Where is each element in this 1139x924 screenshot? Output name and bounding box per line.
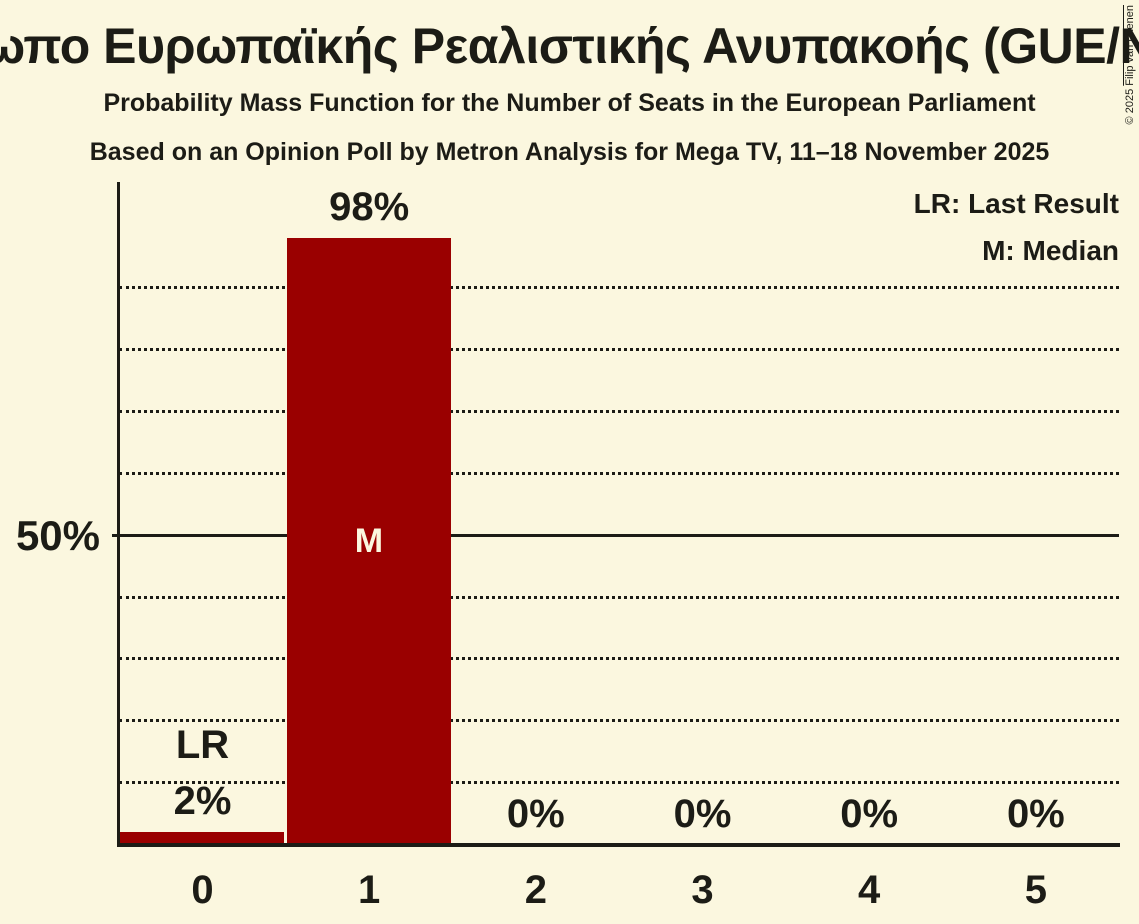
x-tick-label-5: 5: [1024, 868, 1047, 912]
gridline-60pct: [119, 471, 1119, 475]
median-marker: M: [354, 522, 384, 561]
y-tick-label-50: 50%: [15, 512, 100, 559]
chart-title: Μέτωπο Ευρωπαϊκής Ρεαλιστικής Ανυπακοής …: [0, 18, 1139, 74]
value-label-seat-1: 98%: [329, 185, 410, 230]
x-tick-label-2: 2: [524, 868, 547, 912]
x-tick-label-1: 1: [358, 868, 381, 912]
bar-seat-0: [120, 832, 285, 846]
gridline-90pct: [119, 286, 1119, 290]
legend: LR: Last Result M: Median: [914, 180, 1119, 274]
x-tick-label-3: 3: [691, 868, 714, 912]
copyright-notice: © 2025 Filip van Laenen: [1124, 5, 1138, 135]
gridline-20pct: [119, 719, 1119, 723]
gridline-40pct: [119, 595, 1119, 599]
legend-lr-entry: LR: Last Result: [913, 188, 1119, 219]
value-label-seat-5: 0%: [1006, 791, 1065, 836]
gridline-10pct: [119, 781, 1119, 785]
copyright-year: © 2025: [1124, 85, 1136, 125]
value-label-seat-3: 0%: [673, 791, 732, 836]
chart-subtitle-pmf: Probability Mass Function for the Number…: [103, 89, 1036, 117]
gridline-70pct: [119, 410, 1119, 414]
copyright-rotated-text: © 2025 Filip van Laenen: [1124, 5, 1136, 124]
y-axis-line: [117, 182, 120, 846]
value-label-seat-2: 0%: [506, 791, 565, 836]
value-label-seat-0: 2%: [173, 779, 232, 824]
gridline-50pct-solid: [112, 533, 1119, 537]
x-axis-line: [117, 843, 1120, 847]
value-label-seat-4: 0%: [840, 791, 899, 836]
last-result-marker: LR: [175, 723, 230, 768]
x-tick-label-0: 0: [191, 868, 214, 912]
bar-seat-1: [286, 238, 451, 846]
copyright-author: Filip van Laenen: [1124, 5, 1136, 86]
gridline-30pct: [119, 657, 1119, 661]
x-tick-label-4: 4: [858, 868, 881, 912]
gridline-80pct: [119, 348, 1119, 352]
legend-m-entry: M: Median: [982, 235, 1119, 266]
chart-subtitle-poll: Based on an Opinion Poll by Metron Analy…: [89, 138, 1050, 166]
